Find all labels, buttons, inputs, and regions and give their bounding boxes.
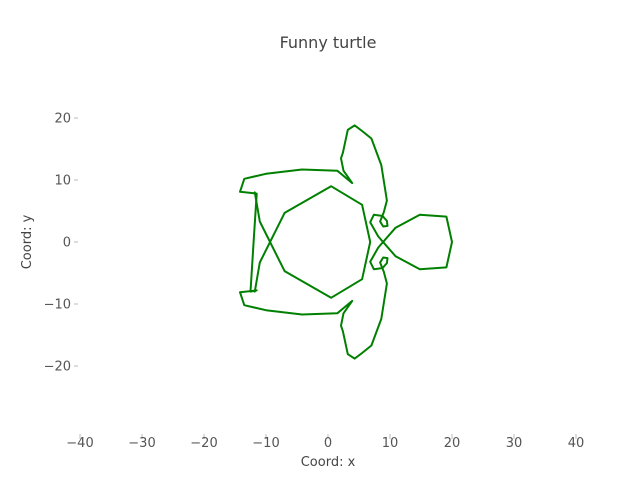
y-tick-label: 20	[54, 112, 71, 127]
y-axis: −20 −10 0 10 20	[44, 112, 78, 375]
x-axis-label: Coord: x	[301, 455, 356, 470]
x-tick-label: −30	[128, 436, 155, 451]
x-tick-label: 20	[444, 436, 461, 451]
series-line-2	[253, 185, 372, 299]
x-axis: −40 −30 −20 −10 0 10 20 30 40	[66, 434, 584, 451]
x-tick-label: −40	[66, 436, 93, 451]
series-line-1	[239, 124, 453, 360]
y-tick-label: −10	[44, 298, 71, 313]
x-tick-label: 30	[506, 436, 523, 451]
x-tick-label: 10	[382, 436, 399, 451]
x-tick-label: −20	[190, 436, 217, 451]
y-tick-label: 10	[54, 174, 71, 189]
y-tick-label: 0	[63, 236, 71, 251]
plot-area	[239, 124, 453, 360]
y-tick-label: −20	[44, 360, 71, 375]
chart-title: Funny turtle	[280, 33, 377, 52]
x-tick-label: 40	[568, 436, 585, 451]
x-tick-label: −10	[252, 436, 279, 451]
y-axis-label: Coord: y	[20, 214, 35, 269]
x-tick-label: 0	[324, 436, 332, 451]
